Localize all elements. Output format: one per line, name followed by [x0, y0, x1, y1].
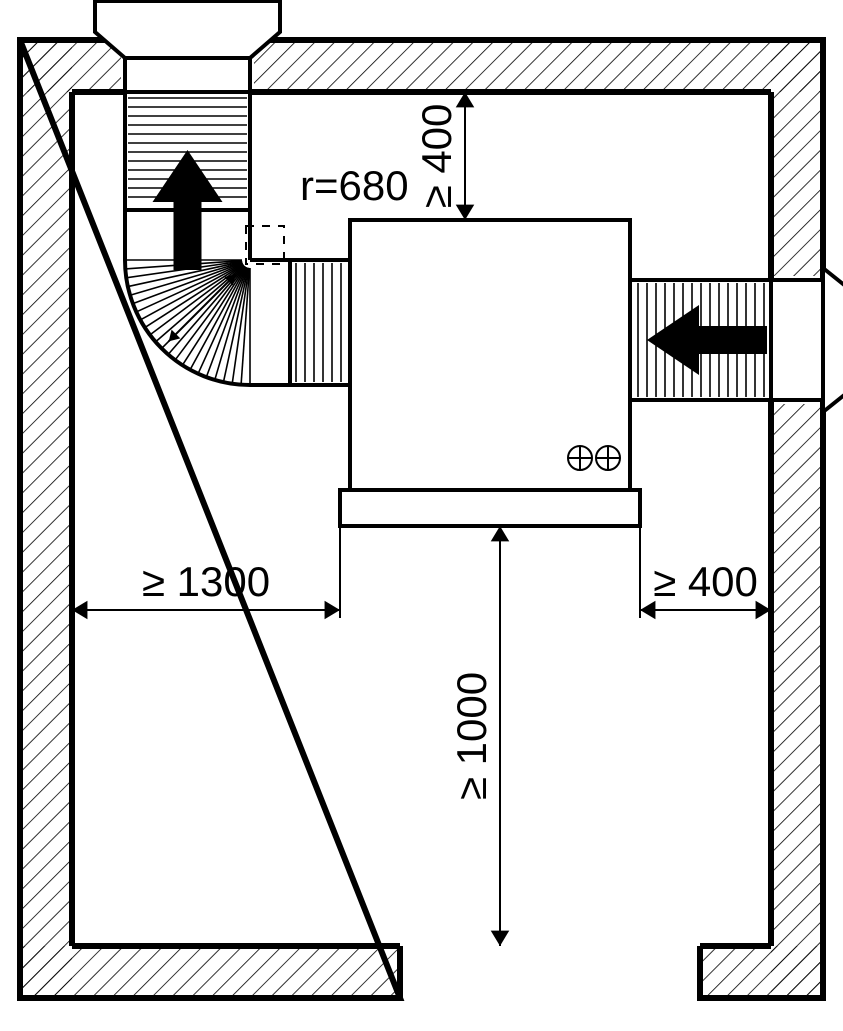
appliance-plinth: [340, 490, 640, 526]
dim-radius: r=680: [300, 162, 409, 209]
inlet-cowl: [823, 268, 843, 412]
installation-clearance-diagram: ≥ 1300 ≥ 400 ≥ 400 ≥ 1000 r=680: [0, 0, 843, 1031]
exhaust-cap: [95, 0, 280, 58]
dim-top: ≥ 400: [413, 104, 460, 209]
dim-left: ≥ 1300: [142, 558, 270, 605]
dim-front: ≥ 1000: [448, 672, 495, 800]
dim-right: ≥ 400: [653, 558, 758, 605]
